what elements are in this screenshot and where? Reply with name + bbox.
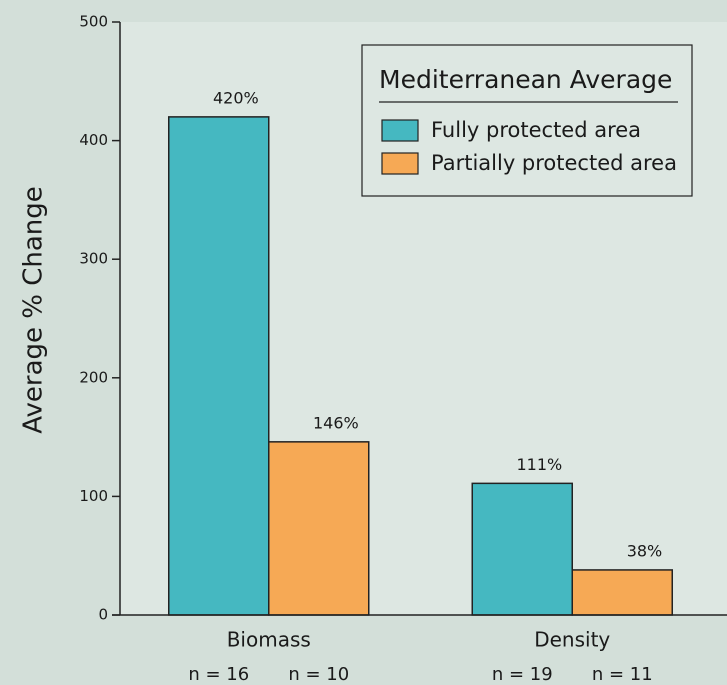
y-tick-label: 0 [98, 606, 108, 624]
chart: Average % Change 0 100 200 300 400 500 Biomass… [0, 0, 727, 685]
legend-title: Mediterranean Average [379, 65, 672, 94]
y-tick-label: 400 [79, 131, 108, 149]
y-tick-label: 500 [79, 13, 108, 31]
bar [572, 570, 672, 615]
y-tick-label: 200 [79, 368, 108, 386]
sample-size: n = 16 [188, 664, 249, 685]
bar [472, 483, 572, 615]
page: Average % Change 0 100 200 300 400 500 Biomass… [0, 0, 727, 685]
y-tick-label: 300 [79, 250, 108, 268]
sample-size: n = 11 [592, 664, 653, 685]
value-label: 111% [517, 455, 563, 474]
x-tick-label: Biomass [227, 628, 311, 652]
value-label: 420% [213, 88, 259, 107]
bar [269, 442, 369, 615]
legend-swatch [382, 120, 418, 141]
legend-swatch [382, 153, 418, 174]
x-tick-label: Density [534, 628, 610, 652]
legend-label: Partially protected area [431, 151, 677, 175]
y-axis-label: Average % Change [19, 186, 49, 434]
sample-size: n = 10 [288, 664, 349, 685]
bar [169, 117, 269, 615]
y-tick-label: 100 [79, 487, 108, 505]
value-label: 146% [313, 413, 359, 432]
legend-label: Fully protected area [431, 118, 641, 142]
value-label: 38% [627, 541, 663, 560]
sample-size: n = 19 [492, 664, 553, 685]
